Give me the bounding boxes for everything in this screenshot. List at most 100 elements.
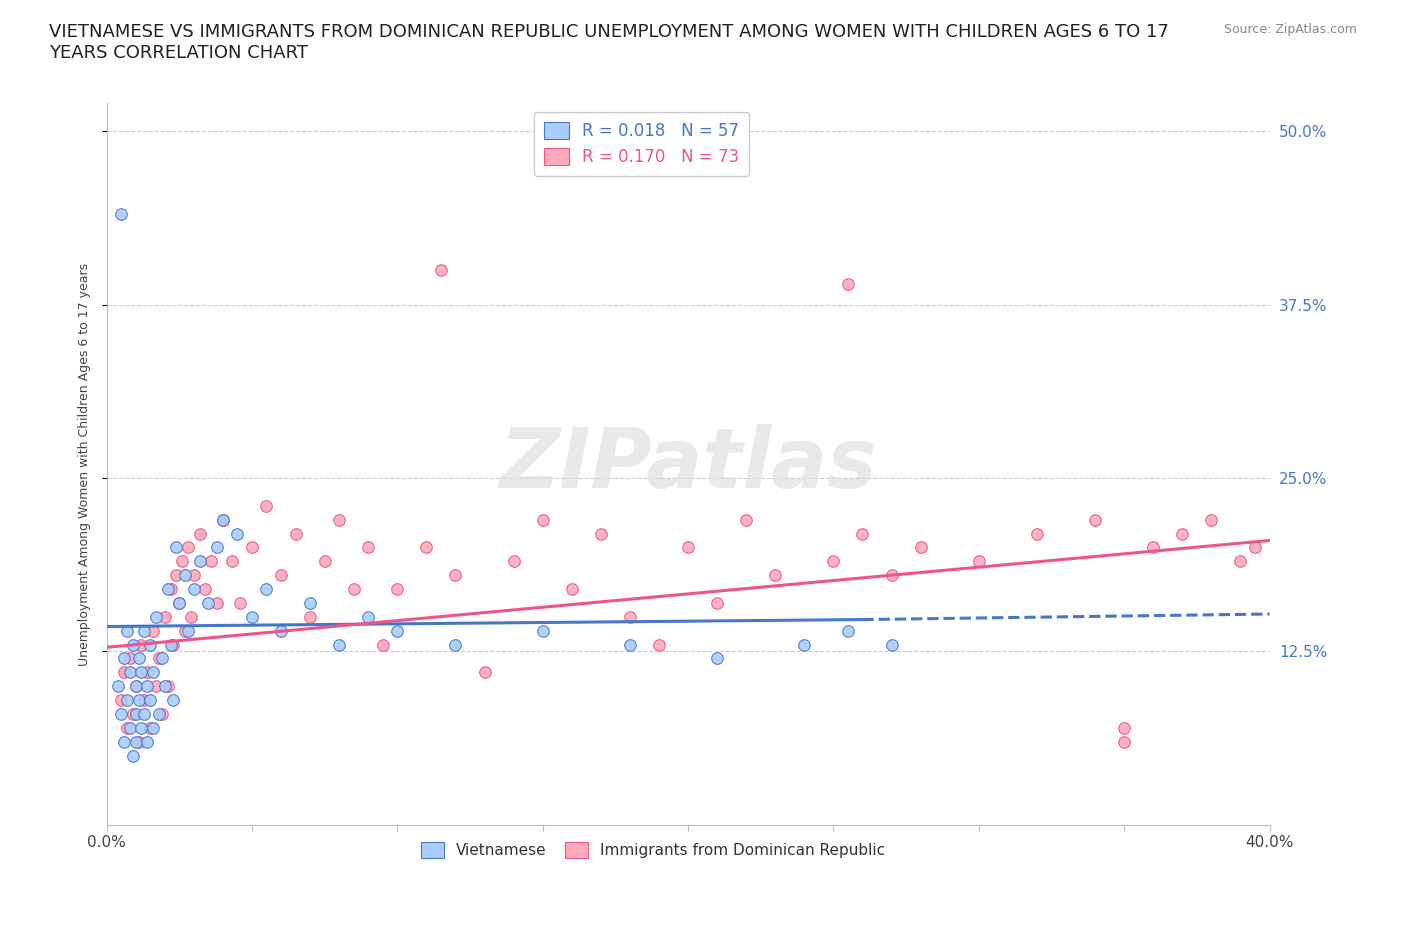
Point [142, 721, 165, 736]
Point [188, 554, 211, 569]
Point [205, 540, 228, 555]
Point [165, 540, 187, 555]
Point [1142, 540, 1164, 555]
Point [150, 707, 173, 722]
Point [561, 581, 583, 596]
Point [531, 623, 554, 638]
Point [148, 651, 170, 666]
Point [256, 498, 278, 513]
Point [229, 595, 252, 610]
Point [444, 637, 467, 652]
Point [256, 581, 278, 596]
Point [474, 665, 496, 680]
Point [328, 512, 350, 527]
Point [851, 526, 873, 541]
Point [139, 693, 162, 708]
Point [124, 735, 146, 750]
Point [115, 693, 138, 708]
Point [156, 581, 179, 596]
Point [110, 206, 132, 221]
Point [299, 595, 322, 610]
Point [118, 665, 141, 680]
Point [134, 623, 156, 638]
Point [676, 540, 699, 555]
Legend: Vietnamese, Immigrants from Dominican Republic: Vietnamese, Immigrants from Dominican Re… [415, 836, 891, 864]
Point [328, 637, 350, 652]
Point [619, 637, 641, 652]
Point [118, 721, 141, 736]
Point [967, 554, 990, 569]
Point [221, 554, 243, 569]
Point [880, 567, 903, 582]
Point [150, 651, 173, 666]
Point [371, 637, 394, 652]
Point [284, 526, 307, 541]
Point [706, 595, 728, 610]
Point [136, 665, 159, 680]
Text: VIETNAMESE VS IMMIGRANTS FROM DOMINICAN REPUBLIC UNEMPLOYMENT AMONG WOMEN WITH C: VIETNAMESE VS IMMIGRANTS FROM DOMINICAN … [49, 23, 1168, 62]
Point [162, 637, 184, 652]
Point [121, 707, 143, 722]
Point [174, 623, 197, 638]
Point [148, 707, 170, 722]
Point [172, 554, 194, 569]
Point [115, 623, 138, 638]
Point [177, 623, 200, 638]
Point [343, 581, 366, 596]
Point [1201, 512, 1223, 527]
Point [145, 679, 167, 694]
Point [1025, 526, 1047, 541]
Point [153, 609, 176, 624]
Point [134, 707, 156, 722]
Point [240, 540, 263, 555]
Point [110, 707, 132, 722]
Point [188, 526, 211, 541]
Point [128, 651, 150, 666]
Point [314, 554, 336, 569]
Point [177, 540, 200, 555]
Point [121, 637, 143, 652]
Point [1114, 735, 1136, 750]
Point [112, 735, 135, 750]
Point [200, 554, 222, 569]
Y-axis label: Unemployment Among Women with Children Ages 6 to 17 years: Unemployment Among Women with Children A… [79, 262, 91, 666]
Point [142, 665, 165, 680]
Text: Source: ZipAtlas.com: Source: ZipAtlas.com [1223, 23, 1357, 36]
Point [142, 623, 165, 638]
Point [139, 721, 162, 736]
Point [197, 595, 219, 610]
Point [837, 276, 859, 291]
Point [118, 651, 141, 666]
Point [112, 651, 135, 666]
Point [706, 651, 728, 666]
Point [357, 609, 380, 624]
Point [110, 693, 132, 708]
Point [502, 554, 524, 569]
Point [153, 679, 176, 694]
Point [124, 679, 146, 694]
Point [211, 512, 233, 527]
Point [107, 679, 129, 694]
Point [124, 679, 146, 694]
Point [880, 637, 903, 652]
Point [1229, 554, 1251, 569]
Point [531, 512, 554, 527]
Point [205, 595, 228, 610]
Point [837, 623, 859, 638]
Point [589, 526, 612, 541]
Point [387, 623, 409, 638]
Point [430, 262, 453, 277]
Point [167, 595, 190, 610]
Point [299, 609, 322, 624]
Point [648, 637, 671, 652]
Point [270, 567, 292, 582]
Point [357, 540, 380, 555]
Point [910, 540, 932, 555]
Point [134, 693, 156, 708]
Point [194, 581, 217, 596]
Point [444, 567, 467, 582]
Point [136, 679, 159, 694]
Point [165, 567, 187, 582]
Point [124, 707, 146, 722]
Point [823, 554, 845, 569]
